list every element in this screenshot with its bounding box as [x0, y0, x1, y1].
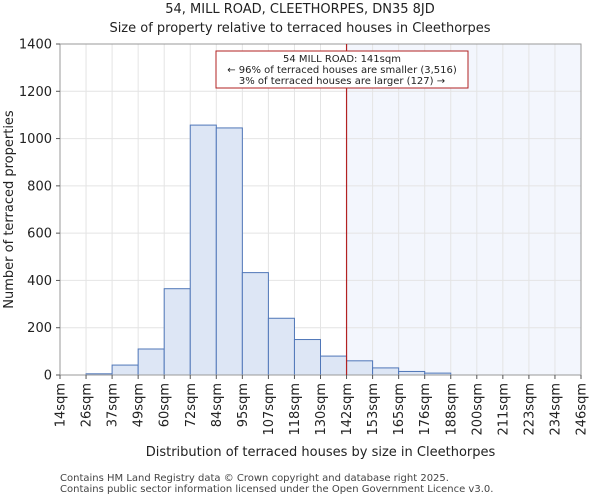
footer-licence: Contains public sector information licen… — [60, 484, 494, 495]
x-tick-label: 246sqm — [575, 383, 590, 436]
x-tick-label: 234sqm — [548, 383, 563, 436]
chart-title: 54, MILL ROAD, CLEETHORPES, DN35 8JD — [165, 2, 435, 17]
bar — [215, 127, 243, 376]
y-axis-label: Number of terraced properties — [2, 110, 17, 309]
x-tick-label: 200sqm — [470, 383, 485, 436]
x-tick-label: 142sqm — [340, 383, 355, 436]
x-tick-label: 107sqm — [262, 383, 277, 436]
x-tick-label: 60sqm — [158, 383, 173, 427]
bar — [372, 367, 400, 376]
y-tick-label: 800 — [27, 179, 52, 194]
bar-chart: 0 200 400 600 800 1000 1200 1400 14sqm 26sqm 37sqm… — [2, 38, 590, 461]
y-tick-label: 1000 — [19, 132, 52, 147]
x-tick-label: 118sqm — [288, 383, 303, 436]
x-axis-label: Distribution of terraced houses by size … — [146, 445, 496, 460]
y-tick-label: 1200 — [19, 85, 52, 100]
y-tick-label: 1400 — [19, 38, 52, 53]
bar — [189, 124, 217, 376]
bar — [320, 355, 348, 376]
annotation-box — [215, 50, 469, 89]
y-tick-label: 400 — [27, 274, 52, 289]
chart-subtitle: Size of property relative to terraced ho… — [109, 21, 491, 36]
bar — [111, 364, 139, 376]
annotation-line-2: ← 96% of terraced houses are smaller (3,… — [227, 65, 457, 76]
bar — [241, 272, 269, 376]
bar — [346, 360, 374, 376]
x-tick-label: 84sqm — [210, 383, 225, 427]
bar — [293, 339, 322, 376]
annotation-line-1: 54 MILL ROAD: 141sqm — [283, 54, 401, 65]
x-tick-label: 176sqm — [418, 383, 433, 436]
x-tick-label: 95sqm — [236, 383, 251, 427]
bar — [137, 348, 165, 376]
x-tick-label: 49sqm — [132, 383, 147, 427]
larger-region-highlight — [346, 44, 581, 375]
x-tick-label: 165sqm — [392, 383, 407, 436]
x-tick-label: 130sqm — [314, 383, 329, 436]
footer-copyright: Contains HM Land Registry data © Crown c… — [60, 473, 449, 484]
x-tick-label: 72sqm — [184, 383, 199, 427]
x-tick-label: 188sqm — [444, 383, 459, 436]
bar — [267, 317, 295, 376]
bar — [398, 370, 426, 376]
y-tick-label: 200 — [27, 321, 52, 336]
annotation-line-3: 3% of terraced houses are larger (127) → — [239, 76, 445, 87]
x-tick-label: 26sqm — [80, 383, 95, 427]
x-tick-label: 223sqm — [522, 383, 537, 436]
x-tick-label: 153sqm — [366, 383, 381, 436]
x-tick-label: 211sqm — [496, 383, 511, 436]
bar — [163, 288, 191, 376]
x-tick-label: 37sqm — [106, 383, 121, 427]
y-tick-label: 600 — [27, 227, 52, 242]
x-tick-label: 14sqm — [54, 383, 69, 427]
y-tick-label: 0 — [44, 369, 52, 384]
